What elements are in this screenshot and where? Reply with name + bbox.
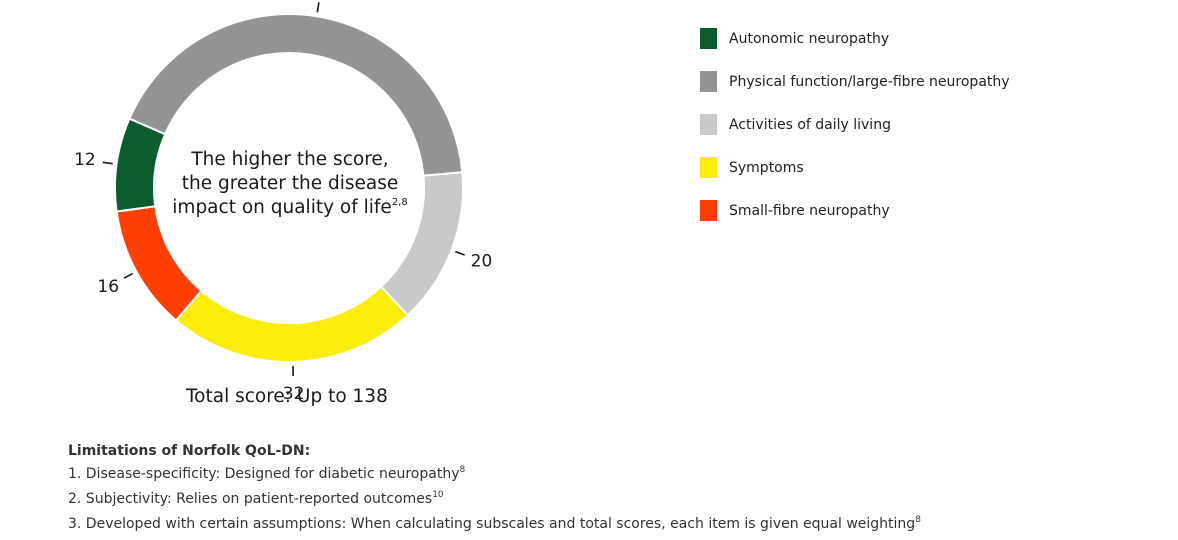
legend-swatch-autonomic [700, 28, 717, 49]
legend-item-physical-function: Physical function/large-fibre neuropathy [700, 71, 1010, 92]
total-score-label: Total score: Up to 138 [186, 386, 388, 407]
legend-label-autonomic: Autonomic neuropathy [729, 31, 889, 47]
limitation-item-1-reference: 8 [460, 465, 466, 475]
legend-label-physical-function: Physical function/large-fibre neuropathy [729, 74, 1010, 90]
limitation-item-3: 3. Developed with certain assumptions: W… [68, 515, 921, 533]
value-tick-daily-living [455, 251, 464, 255]
donut-segment-autonomic [115, 119, 165, 212]
value-label-autonomic: 12 [74, 150, 96, 170]
legend-swatch-physical-function [700, 71, 717, 92]
legend-swatch-symptoms [700, 157, 717, 178]
donut-segment-small-fibre [117, 206, 202, 320]
value-tick-physical-function [317, 2, 319, 12]
limitation-item-2: 2. Subjectivity: Relies on patient-repor… [68, 490, 921, 508]
center-caption-line-3: impact on quality of life2,8 [160, 196, 420, 220]
legend-swatch-small-fibre [700, 200, 717, 221]
limitations-title: Limitations of Norfolk QoL-DN: [68, 443, 921, 459]
center-caption: The higher the score, the greater the di… [160, 148, 420, 220]
limitation-item-1: 1. Disease-specificity: Designed for dia… [68, 465, 921, 483]
legend-label-small-fibre: Small-fibre neuropathy [729, 203, 890, 219]
legend-swatch-daily-living [700, 114, 717, 135]
value-label-daily-living: 20 [471, 251, 493, 271]
limitations-section: Limitations of Norfolk QoL-DN: 1. Diseas… [68, 443, 921, 540]
legend-label-daily-living: Activities of daily living [729, 117, 891, 133]
legend-item-autonomic: Autonomic neuropathy [700, 28, 1010, 49]
limitation-item-3-reference: 8 [915, 515, 921, 525]
limitation-item-2-text: 2. Subjectivity: Relies on patient-repor… [68, 491, 432, 507]
value-tick-small-fibre [124, 273, 133, 278]
legend-label-symptoms: Symptoms [729, 160, 804, 176]
donut-segment-symptoms [176, 287, 408, 362]
limitation-item-1-text: 1. Disease-specificity: Designed for dia… [68, 466, 460, 482]
value-tick-autonomic [103, 162, 113, 163]
value-label-small-fibre: 16 [97, 277, 119, 297]
legend-item-small-fibre: Small-fibre neuropathy [700, 200, 1010, 221]
center-caption-line-1: The higher the score, [160, 148, 420, 172]
center-caption-line-2: the greater the disease [160, 172, 420, 196]
limitation-item-2-reference: 10 [432, 490, 443, 500]
chart-legend: Autonomic neuropathy Physical function/l… [700, 28, 1010, 243]
center-caption-line-3-text: impact on quality of life [172, 197, 392, 218]
center-caption-reference: 2,8 [392, 197, 408, 208]
legend-item-symptoms: Symptoms [700, 157, 1010, 178]
legend-item-daily-living: Activities of daily living [700, 114, 1010, 135]
limitation-item-3-text: 3. Developed with certain assumptions: W… [68, 516, 915, 532]
